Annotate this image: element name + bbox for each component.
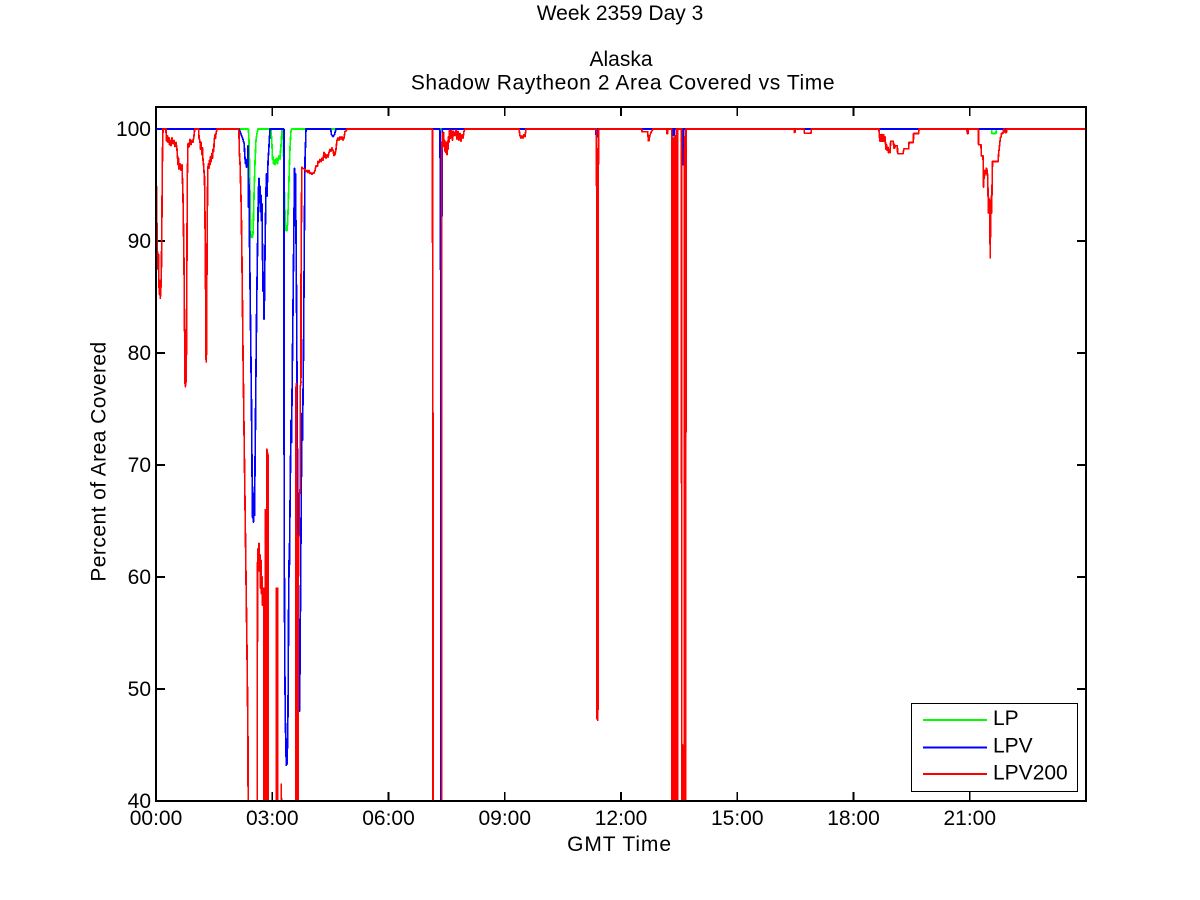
svg-text:09:00: 09:00 xyxy=(478,807,531,830)
svg-text:Percent of Area Covered: Percent of Area Covered xyxy=(88,341,111,581)
svg-text:80: 80 xyxy=(128,342,151,365)
svg-text:GMT Time: GMT Time xyxy=(567,833,672,856)
svg-text:00:00: 00:00 xyxy=(130,807,183,830)
svg-text:100: 100 xyxy=(116,118,151,141)
svg-text:70: 70 xyxy=(128,454,151,477)
svg-text:12:00: 12:00 xyxy=(595,807,648,830)
svg-text:LP: LP xyxy=(993,707,1019,730)
svg-text:15:00: 15:00 xyxy=(711,807,764,830)
svg-text:21:00: 21:00 xyxy=(943,807,996,830)
svg-text:06:00: 06:00 xyxy=(362,807,415,830)
svg-text:Alaska: Alaska xyxy=(589,48,652,71)
svg-text:LPV200: LPV200 xyxy=(993,762,1068,785)
svg-text:18:00: 18:00 xyxy=(827,807,880,830)
svg-text:03:00: 03:00 xyxy=(246,807,299,830)
svg-text:50: 50 xyxy=(128,678,151,701)
svg-text:90: 90 xyxy=(128,230,151,253)
svg-text:40: 40 xyxy=(128,790,151,813)
svg-text:60: 60 xyxy=(128,566,151,589)
svg-text:LPV: LPV xyxy=(993,735,1033,758)
svg-text:Week 2359 Day 3: Week 2359 Day 3 xyxy=(537,2,704,25)
svg-text:Shadow Raytheon 2 Area Covered: Shadow Raytheon 2 Area Covered vs Time xyxy=(411,72,835,95)
